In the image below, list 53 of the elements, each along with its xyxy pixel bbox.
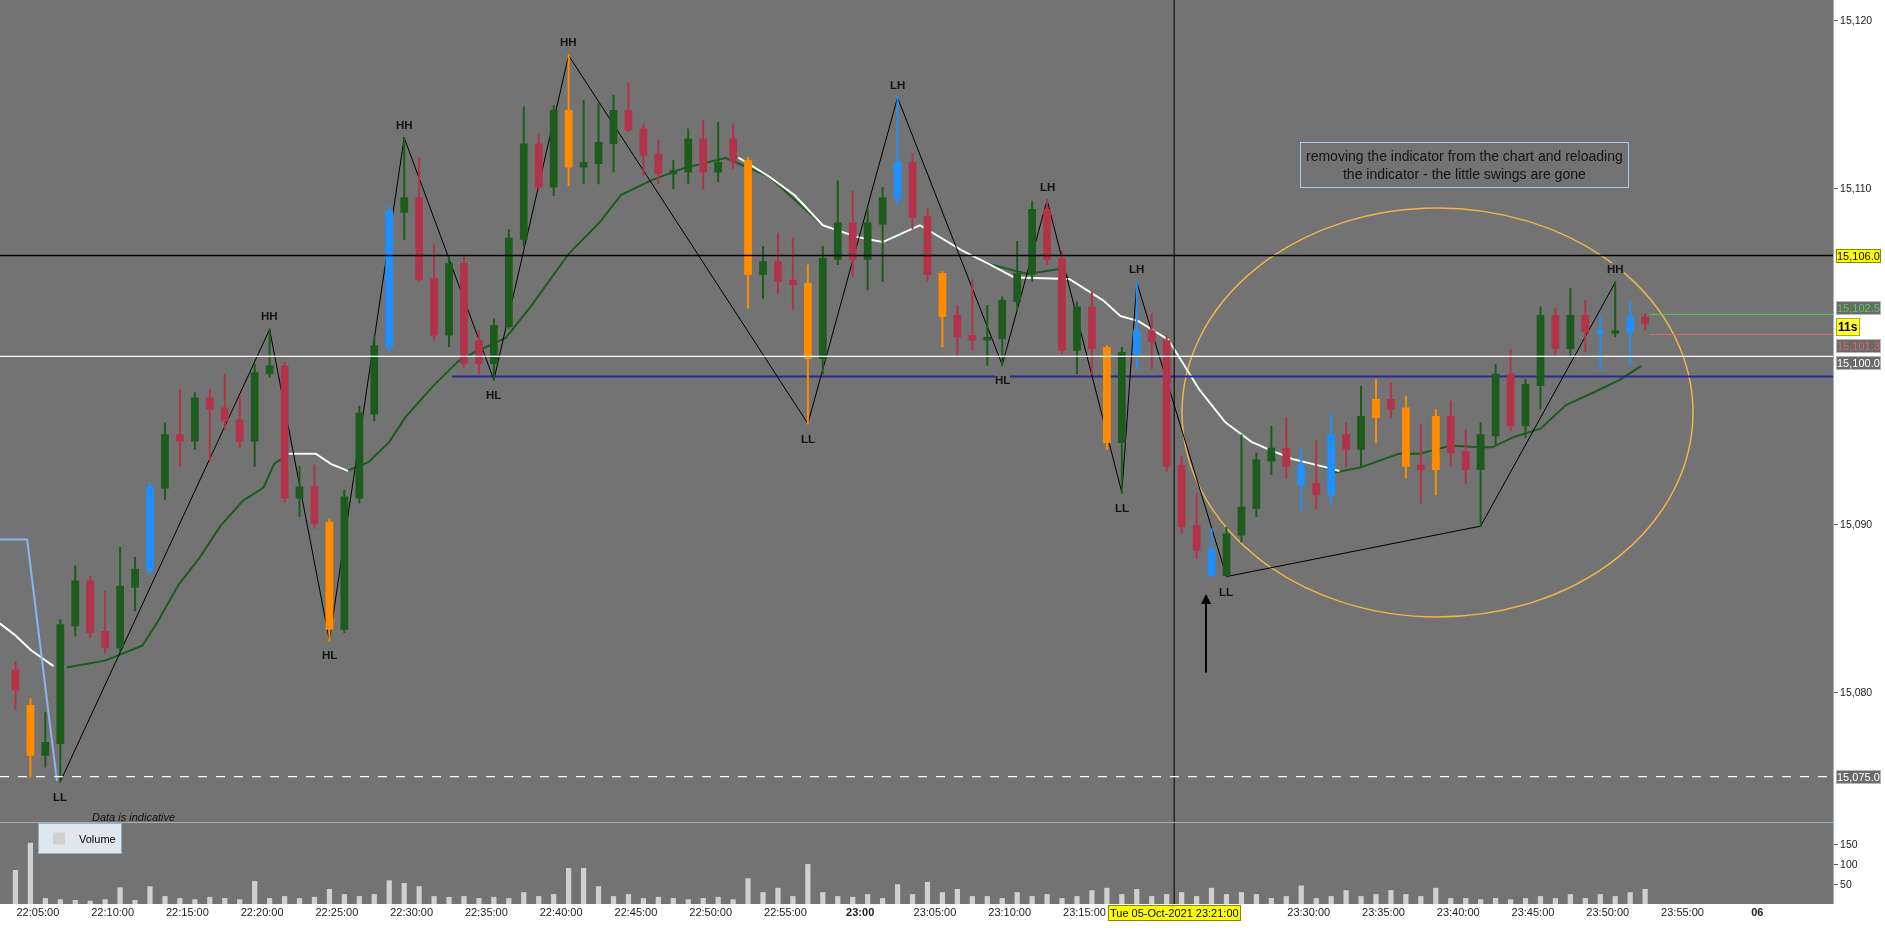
x-tick-label: 23:15:00 — [1063, 906, 1106, 918]
x-tick-label: 23:40:00 — [1436, 906, 1480, 918]
x-tick-label: 23:05:00 — [913, 906, 957, 918]
y-tick-label: 100 — [1840, 858, 1858, 871]
x-tick-label: 22:05:00 — [16, 906, 60, 918]
data-label: LL — [1115, 502, 1130, 514]
data-label: LL — [1219, 586, 1234, 598]
ref-line-label: 15,100.0 — [1837, 357, 1880, 369]
x-tick-label: 22:55:00 — [764, 906, 807, 918]
data-label: HL — [486, 389, 502, 401]
x-tick-label: 06 — [1751, 906, 1764, 918]
data-label: HH — [560, 36, 577, 48]
ref-line-label: 15,075.0 — [1837, 771, 1880, 783]
x-tick-label: 22:10:00 — [91, 906, 135, 918]
data-label: LH — [1040, 181, 1056, 193]
x-tick-label: 22:20:00 — [240, 906, 284, 918]
x-tick-label: 23:00 — [846, 906, 875, 918]
y-tick-label: 15,110 — [1840, 181, 1872, 194]
data-label: 15,101.3 — [1837, 340, 1880, 352]
x-tick-label: 22:40:00 — [539, 906, 583, 918]
text: 11s — [1838, 320, 1858, 334]
ref-line-label: 15,106.0 — [1837, 250, 1880, 262]
x-tick-label: 22:35:00 — [465, 906, 508, 918]
data-label: LH — [890, 79, 906, 91]
annotation: removing the indicator from the chart and reloading the indicator - the little swings are gone — [1306, 148, 1623, 183]
x-tick-label: 22:45:00 — [614, 906, 658, 918]
y-tick-label: 150 — [1840, 838, 1858, 851]
data-label: HH — [1607, 263, 1624, 275]
x-tick-label: 22:30:00 — [390, 906, 434, 918]
legend-label: Volume — [79, 832, 116, 845]
data-label: HL — [995, 374, 1011, 386]
y-tick-label: 15,120 — [1840, 13, 1873, 26]
y-tick-label: 15,080 — [1840, 686, 1873, 699]
x-tick-label: 23:10:00 — [988, 906, 1032, 918]
y-tick-label: 50 — [1840, 877, 1852, 890]
x-tick-label: 22:25:00 — [315, 906, 359, 918]
x-tick-label: 23:45:00 — [1511, 906, 1555, 918]
x-tick-label: 23:35:00 — [1362, 906, 1405, 918]
ref-line-label: Tue 05-Oct-2021 23:21:00 — [1110, 907, 1239, 919]
data-label: HL — [322, 649, 338, 661]
data-label: LL — [53, 791, 68, 803]
x-tick-label: 23:55:00 — [1661, 906, 1704, 918]
x-tick-label: 23:50:00 — [1586, 906, 1630, 918]
x-tick-label: 23:30:00 — [1287, 906, 1331, 918]
x-tick-label: 22:50:00 — [689, 906, 733, 918]
data-label: HH — [261, 310, 278, 322]
data-label: 15,102.5 — [1837, 302, 1880, 314]
annotation: Data is indicative — [92, 811, 176, 823]
x-tick-label: 22:15:00 — [165, 906, 209, 918]
data-label: LH — [1129, 263, 1145, 275]
data-label: HH — [396, 119, 413, 131]
y-tick-label: 15,090 — [1840, 518, 1873, 531]
data-label: LL — [801, 433, 816, 445]
